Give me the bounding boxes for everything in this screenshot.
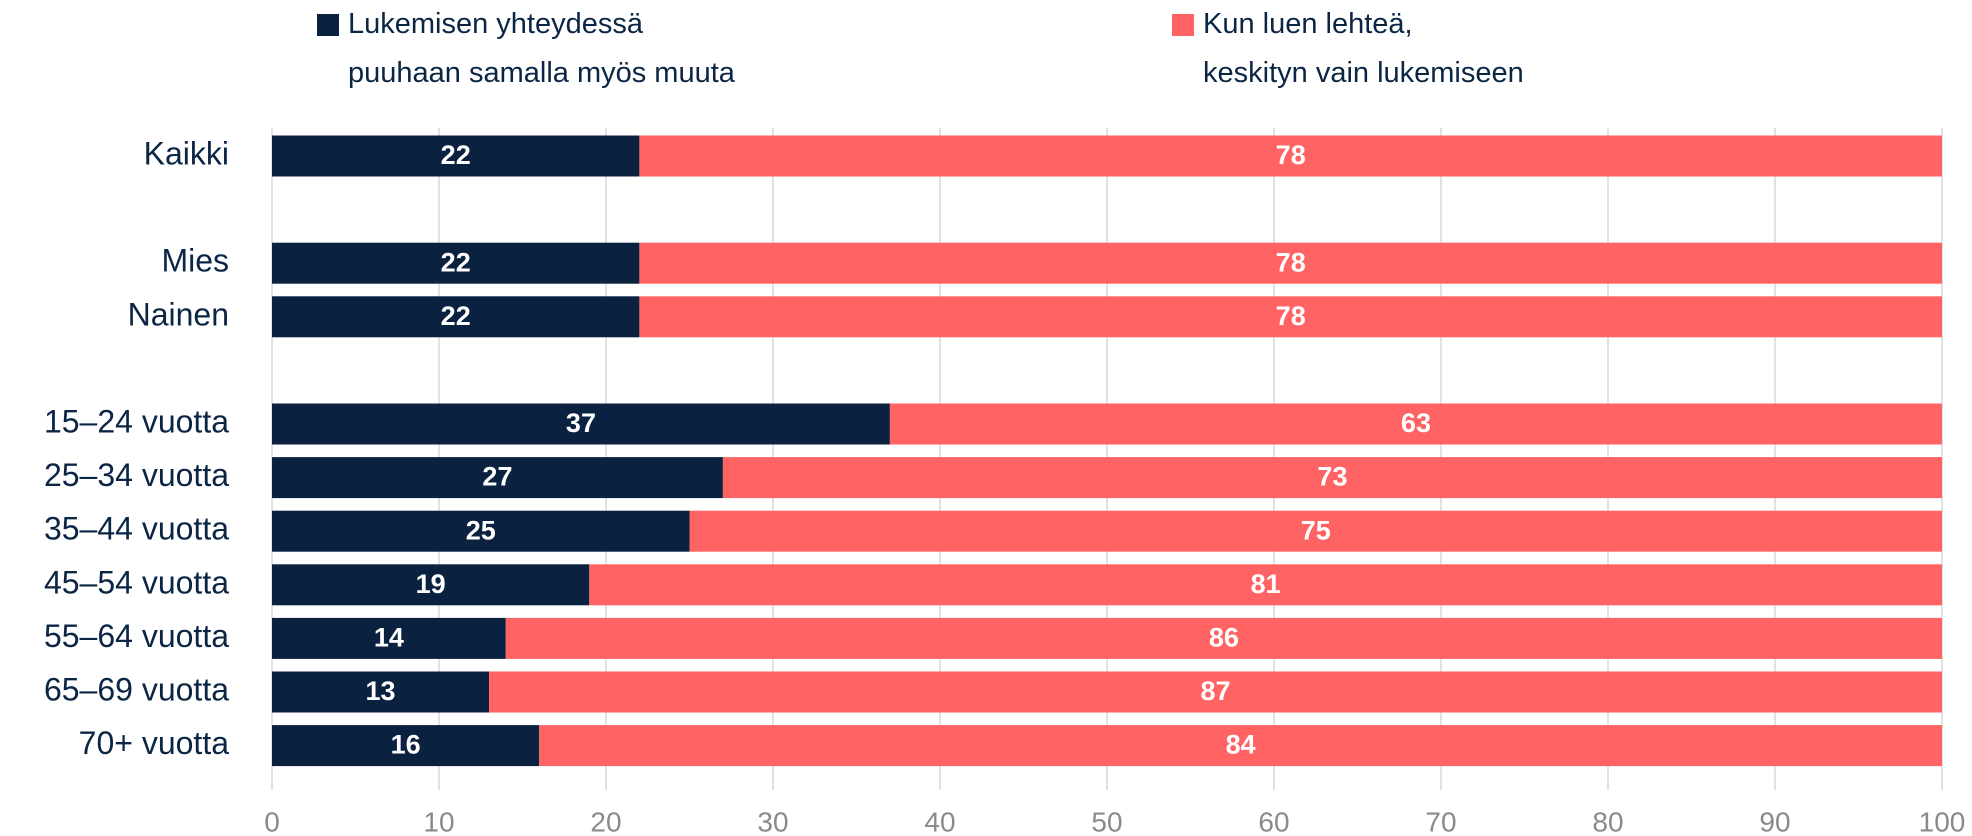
data-label: 78 (1276, 301, 1306, 331)
data-label: 22 (441, 301, 471, 331)
data-label: 25 (466, 515, 496, 545)
legend-swatch (1172, 14, 1194, 36)
x-tick-label: 90 (1759, 806, 1790, 836)
bar-segment (639, 296, 1942, 338)
y-tick-label: 70+ vuotta (79, 725, 230, 761)
bar-segment (272, 671, 490, 713)
y-tick-label: 35–44 vuotta (44, 511, 229, 547)
bar-segment (689, 510, 1942, 552)
data-label: 86 (1209, 623, 1239, 653)
y-tick-label: 15–24 vuotta (44, 403, 229, 439)
bar-segment (539, 725, 1943, 767)
y-tick-label: Nainen (128, 296, 229, 332)
x-tick-label: 50 (1091, 806, 1122, 836)
y-tick-label: 25–34 vuotta (44, 457, 229, 493)
data-label: 22 (441, 247, 471, 277)
x-tick-label: 0 (264, 806, 280, 836)
y-tick-label: 45–54 vuotta (44, 564, 229, 600)
x-tick-label: 70 (1425, 806, 1456, 836)
bar-segment (272, 457, 723, 499)
bar-segment (489, 671, 1943, 713)
x-tick-label: 30 (757, 806, 788, 836)
x-tick-label: 40 (924, 806, 955, 836)
legend-swatch (317, 14, 339, 36)
data-label: 63 (1401, 408, 1431, 438)
data-label: 78 (1276, 247, 1306, 277)
bar-segment (272, 403, 890, 445)
legend-label: Lukemisen yhteydessä puuhaan samalla myös… (348, 8, 736, 89)
y-tick-label: Kaikki (144, 135, 229, 171)
y-tick-label: 65–69 vuotta (44, 671, 229, 707)
bar-segment (589, 564, 1942, 606)
bar-segment (889, 403, 1942, 445)
bar-segment (272, 242, 640, 284)
data-label: 81 (1251, 569, 1281, 599)
x-tick-label: 20 (590, 806, 621, 836)
data-label: 22 (441, 140, 471, 170)
data-label: 78 (1276, 140, 1306, 170)
bar-segment (272, 135, 640, 177)
bar-segment (272, 296, 640, 338)
data-label: 73 (1317, 462, 1347, 492)
bar-segment (639, 135, 1942, 177)
data-label: 37 (566, 408, 596, 438)
bar-segment (272, 617, 506, 659)
data-label: 14 (374, 623, 404, 653)
x-tick-label: 80 (1592, 806, 1623, 836)
x-tick-label: 10 (423, 806, 454, 836)
y-tick-label: Mies (161, 243, 229, 279)
data-label: 87 (1201, 676, 1231, 706)
bar-segment (639, 242, 1942, 284)
bar-segment (722, 457, 1942, 499)
data-label: 84 (1226, 730, 1256, 760)
bar-segment (272, 725, 540, 767)
data-label: 16 (391, 730, 421, 760)
x-tick-label: 60 (1258, 806, 1289, 836)
data-label: 27 (482, 462, 512, 492)
legend-label: Kun luen lehteä, keskityn vain lukemiseen (1203, 8, 1524, 89)
data-label: 75 (1301, 515, 1331, 545)
y-tick-label: 55–64 vuotta (44, 618, 229, 654)
data-label: 19 (416, 569, 446, 599)
bar-segment (505, 617, 1942, 659)
bar-segment (272, 564, 590, 606)
data-label: 13 (366, 676, 396, 706)
x-tick-label: 100 (1919, 806, 1966, 836)
bar-segment (272, 510, 690, 552)
